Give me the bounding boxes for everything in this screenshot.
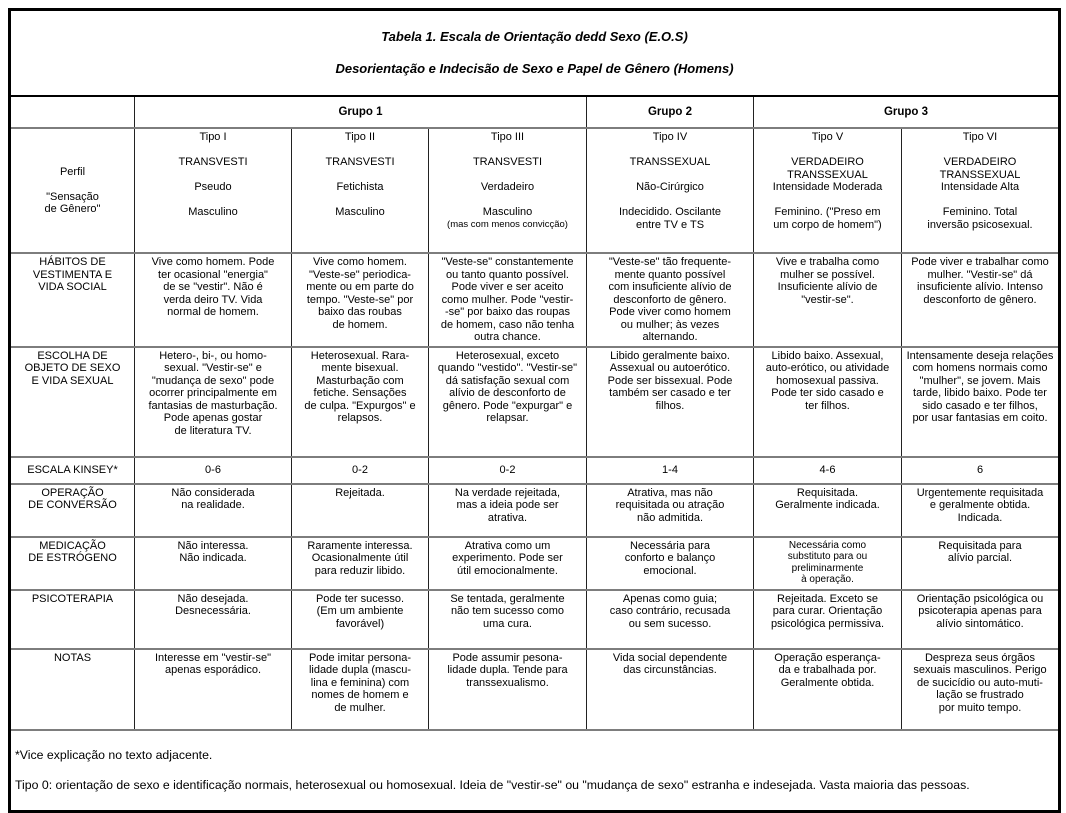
cell-habitos-tipo4: "Veste-se" tão frequente- mente quanto p…: [586, 252, 754, 348]
cell-notas-tipo6: Despreza seus órgãos sexuais masculinos.…: [901, 647, 1060, 731]
cell-psicoterapia-tipo1: Não desejada. Desnecessária.: [134, 588, 292, 650]
cell-habitos-tipo5: Vive e trabalha como mulher se possível.…: [753, 252, 902, 348]
cell-escolha-tipo4: Libido geralmente baixo. Assexual ou aut…: [586, 345, 754, 458]
cell-perfil-tipo2: Tipo II TRANSVESTI Fetichista Masculino: [291, 127, 429, 254]
footer-row: *Vice explicação no texto adjacente. Tip…: [9, 728, 1060, 812]
cell-perfil-tipo3-note: (mas com menos convicção): [447, 218, 568, 230]
row-medicacao: MEDICAÇÃO DE ESTRÓGENO Não interessa. Nã…: [9, 535, 1060, 591]
row-escolha: ESCOLHA DE OBJETO DE SEXO E VIDA SEXUAL …: [9, 345, 1060, 458]
cell-escolha-tipo1: Hetero-, bi-, ou homo- sexual. "Vestir-s…: [134, 345, 292, 458]
cell-escolha-tipo3: Heterosexual, exceto quando "vestido". "…: [428, 345, 587, 458]
cell-psicoterapia-tipo5: Rejeitada. Exceto se para curar. Orienta…: [753, 588, 902, 650]
cell-perfil-tipo3: Tipo III TRANSVESTI Verdadeiro Masculino…: [428, 127, 587, 254]
cell-operacao-tipo6: Urgentemente requisitada e geralmente ob…: [901, 482, 1060, 538]
cell-psicoterapia-tipo4: Apenas como guia; caso contrário, recusa…: [586, 588, 754, 650]
cell-kinsey-tipo5: 4-6: [753, 455, 902, 485]
cell-kinsey-tipo1: 0-6: [134, 455, 292, 485]
footnotes: *Vice explicação no texto adjacente. Tip…: [9, 728, 1060, 812]
cell-notas-tipo1: Interesse em "vestir-se" apenas esporádi…: [134, 647, 292, 731]
cell-operacao-tipo5: Requisitada. Geralmente indicada.: [753, 482, 902, 538]
row-notas: NOTAS Interesse em "vestir-se" apenas es…: [9, 647, 1060, 731]
row-label-operacao: OPERAÇÃO DE CONVERSÃO: [9, 482, 135, 538]
cell-kinsey-tipo6: 6: [901, 455, 1060, 485]
cell-notas-tipo3: Pode assumir pesona- lidade dupla. Tende…: [428, 647, 587, 731]
row-label-perfil: Perfil "Sensação de Gênero": [9, 127, 135, 254]
cell-habitos-tipo2: Vive como homem. "Veste-se" periodica- m…: [291, 252, 429, 348]
cell-medicacao-tipo2: Raramente interessa. Ocasionalmente útil…: [291, 535, 429, 591]
cell-perfil-tipo3-main: Tipo III TRANSVESTI Verdadeiro Masculino: [472, 131, 543, 218]
row-label-escolha: ESCOLHA DE OBJETO DE SEXO E VIDA SEXUAL: [9, 345, 135, 458]
cell-perfil-tipo4: Tipo IV TRANSSEXUAL Não-Cirúrgico Indeci…: [586, 127, 754, 254]
row-label-notas: NOTAS: [9, 647, 135, 731]
group-header-row: Grupo 1 Grupo 2 Grupo 3: [9, 95, 1060, 129]
cell-habitos-tipo3: "Veste-se" constantemente ou tanto quant…: [428, 252, 587, 348]
row-kinsey: ESCALA KINSEY* 0-6 0-2 0-2 1-4 4-6 6: [9, 455, 1060, 485]
cell-perfil-tipo5: Tipo V VERDADEIRO TRANSSEXUAL Intensidad…: [753, 127, 902, 254]
cell-escolha-tipo5: Libido baixo. Assexual, auto-erótico, ou…: [753, 345, 902, 458]
title-line-1: Tabela 1. Escala de Orientação dedd Sexo…: [381, 29, 688, 44]
cell-notas-tipo4: Vida social dependente das circunstância…: [586, 647, 754, 731]
corner-cell: [9, 95, 135, 129]
row-label-medicacao: MEDICAÇÃO DE ESTRÓGENO: [9, 535, 135, 591]
eos-table: Tabela 1. Escala de Orientação dedd Sexo…: [8, 8, 1061, 813]
table-title: Tabela 1. Escala de Orientação dedd Sexo…: [9, 8, 1060, 97]
row-label-kinsey: ESCALA KINSEY*: [9, 455, 135, 485]
row-label-habitos: HÁBITOS DE VESTIMENTA E VIDA SOCIAL: [9, 252, 135, 348]
row-psicoterapia: PSICOTERAPIA Não desejada. Desnecessária…: [9, 588, 1060, 650]
group-1-header: Grupo 1: [134, 95, 587, 129]
cell-notas-tipo5: Operação esperança- da e trabalhada por.…: [753, 647, 902, 731]
footnote-line-2: Tipo 0: orientação de sexo e identificaç…: [15, 777, 970, 792]
cell-psicoterapia-tipo6: Orientação psicológica ou psicoterapia a…: [901, 588, 1060, 650]
row-habitos: HÁBITOS DE VESTIMENTA E VIDA SOCIAL Vive…: [9, 252, 1060, 348]
cell-operacao-tipo1: Não considerada na realidade.: [134, 482, 292, 538]
cell-kinsey-tipo2: 0-2: [291, 455, 429, 485]
group-2-header: Grupo 2: [586, 95, 754, 129]
cell-medicacao-tipo4: Necessária para conforto e balanço emoci…: [586, 535, 754, 591]
cell-operacao-tipo4: Atrativa, mas não requisitada ou atração…: [586, 482, 754, 538]
row-operacao: OPERAÇÃO DE CONVERSÃO Não considerada na…: [9, 482, 1060, 538]
cell-kinsey-tipo4: 1-4: [586, 455, 754, 485]
cell-escolha-tipo2: Heterosexual. Rara- mente bisexual. Mast…: [291, 345, 429, 458]
cell-medicacao-tipo3: Atrativa como um experimento. Pode ser ú…: [428, 535, 587, 591]
cell-psicoterapia-tipo3: Se tentada, geralmente não tem sucesso c…: [428, 588, 587, 650]
group-3-header: Grupo 3: [753, 95, 1060, 129]
cell-habitos-tipo6: Pode viver e trabalhar como mulher. "Ves…: [901, 252, 1060, 348]
cell-operacao-tipo3: Na verdade rejeitada, mas a ideia pode s…: [428, 482, 587, 538]
cell-perfil-tipo6: Tipo VI VERDADEIRO TRANSSEXUAL Intensida…: [901, 127, 1060, 254]
title-line-2: Desorientação e Indecisão de Sexo e Pape…: [335, 61, 734, 76]
row-label-psicoterapia: PSICOTERAPIA: [9, 588, 135, 650]
cell-medicacao-tipo1: Não interessa. Não indicada.: [134, 535, 292, 591]
cell-notas-tipo2: Pode imitar persona- lidade dupla (mascu…: [291, 647, 429, 731]
cell-medicacao-tipo6: Requisitada para alívio parcial.: [901, 535, 1060, 591]
document-page: Tabela 1. Escala de Orientação dedd Sexo…: [8, 8, 1061, 813]
cell-psicoterapia-tipo2: Pode ter sucesso. (Em um ambiente favorá…: [291, 588, 429, 650]
cell-medicacao-tipo5: Necessária como substituto para ou preli…: [753, 535, 902, 591]
row-perfil: Perfil "Sensação de Gênero" Tipo I TRANS…: [9, 127, 1060, 254]
cell-kinsey-tipo3: 0-2: [428, 455, 587, 485]
cell-perfil-tipo1: Tipo I TRANSVESTI Pseudo Masculino: [134, 127, 292, 254]
footnote-line-1: *Vice explicação no texto adjacente.: [15, 747, 213, 762]
cell-escolha-tipo6: Intensamente deseja relações com homens …: [901, 345, 1060, 458]
title-row: Tabela 1. Escala de Orientação dedd Sexo…: [9, 8, 1060, 97]
cell-operacao-tipo2: Rejeitada.: [291, 482, 429, 538]
cell-habitos-tipo1: Vive como homem. Pode ter ocasional "ene…: [134, 252, 292, 348]
